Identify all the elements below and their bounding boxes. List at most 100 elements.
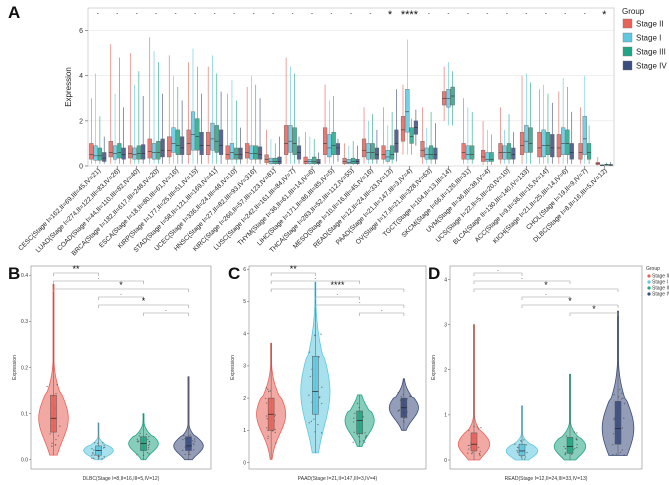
significance-bracket	[143, 312, 189, 316]
box-iqr	[537, 131, 542, 158]
jitter-point	[469, 444, 471, 447]
box-iqr	[370, 143, 375, 160]
box-iqr	[366, 143, 371, 160]
jitter-point	[148, 443, 151, 445]
ytick-label: 0.1	[21, 411, 28, 417]
bracket-ns-label: -	[545, 292, 547, 298]
panel-xlabel: DLBC(Stage I=8,II=16,III=5,IV=12)	[83, 476, 160, 482]
box-iqr	[342, 157, 347, 164]
jitter-point	[184, 453, 186, 456]
jitter-point	[467, 448, 470, 450]
jitter-point	[148, 441, 151, 443]
significance-bracket	[98, 304, 189, 308]
significance-label: -	[311, 11, 313, 17]
jitter-point	[353, 417, 355, 419]
ytick-label: 4	[243, 331, 246, 337]
jitter-point	[189, 434, 191, 436]
box-iqr	[112, 145, 118, 160]
jitter-point	[352, 441, 354, 444]
jitter-point	[621, 427, 624, 429]
box-iqr	[225, 145, 230, 160]
box-iqr	[511, 147, 516, 160]
bracket-ns-label: -	[497, 268, 499, 274]
bracket-label: **	[290, 264, 298, 274]
box-iqr	[561, 127, 566, 155]
box-iqr	[257, 146, 263, 160]
jitter-point	[97, 442, 99, 445]
inner-box	[470, 432, 478, 452]
panel-a-ylabel: Expression	[64, 67, 73, 107]
jitter-point	[320, 333, 322, 335]
jitter-point	[354, 412, 356, 415]
jitter-point	[613, 417, 615, 419]
box-iqr	[284, 125, 289, 155]
significance-label: -	[447, 11, 449, 17]
panel-d-label: D	[428, 264, 440, 283]
box-iqr	[229, 143, 235, 160]
jitter-point	[320, 402, 323, 405]
significance-label: -	[194, 11, 196, 17]
box-iqr	[245, 143, 250, 159]
jitter-point	[148, 453, 150, 455]
jitter-point	[525, 444, 528, 446]
ytick-label: 4	[444, 277, 447, 283]
box-iqr	[346, 159, 351, 164]
jitter-point	[615, 453, 618, 455]
jitter-point	[397, 391, 399, 394]
jitter-point	[576, 443, 578, 446]
significance-label: -	[584, 11, 586, 17]
panel-ylabel: Expression	[431, 355, 437, 380]
jitter-point	[313, 418, 315, 420]
jitter-point	[516, 446, 519, 449]
significance-label: *	[602, 9, 607, 21]
box-iqr	[132, 147, 137, 160]
jitter-point	[613, 393, 615, 396]
jitter-point	[524, 456, 527, 458]
box-iqr	[582, 116, 587, 155]
significance-label: -	[525, 11, 527, 17]
jitter-point	[46, 385, 48, 388]
panel-xlabel: READ(Stage I=12,II=24,III=33,IV=13)	[505, 476, 588, 482]
significance-label: ****	[401, 9, 419, 21]
jitter-point	[356, 402, 359, 405]
box-iqr	[578, 143, 583, 160]
jitter-point	[523, 439, 525, 441]
panel-ylabel: Expression	[12, 355, 18, 380]
box-iqr	[277, 156, 282, 164]
inner-box	[185, 436, 192, 451]
jitter-point	[619, 451, 622, 454]
significance-label: -	[506, 11, 508, 17]
box-iqr	[234, 147, 239, 160]
jitter-point	[56, 383, 58, 386]
box-iqr	[312, 156, 317, 164]
box-iqr	[199, 131, 204, 155]
jitter-point	[516, 451, 519, 453]
jitter-point	[266, 427, 268, 429]
ytick-label: 5	[243, 299, 246, 305]
jitter-point	[364, 437, 367, 439]
significance-bracket	[521, 304, 619, 308]
panel-c-label: C	[228, 264, 240, 283]
box-iqr	[424, 147, 429, 160]
inner-box	[518, 443, 526, 456]
legend-d-title: Group	[646, 266, 660, 272]
jitter-point	[265, 387, 268, 389]
box-iqr	[89, 143, 94, 160]
bracket-label: ****	[330, 280, 345, 290]
box-iqr	[519, 131, 525, 155]
jitter-point	[138, 435, 141, 437]
jitter-point	[193, 438, 196, 440]
significance-label: -	[155, 11, 157, 17]
jitter-point	[576, 446, 578, 449]
legend-d-swatch	[647, 280, 651, 284]
jitter-point	[575, 438, 578, 441]
ytick-label: 0	[243, 460, 246, 466]
box-iqr	[136, 145, 141, 160]
jitter-point	[275, 442, 277, 444]
significance-label: -	[428, 11, 430, 17]
jitter-point	[575, 437, 578, 439]
jitter-point	[93, 454, 96, 456]
box-iqr	[409, 127, 414, 144]
legend-a-swatch	[622, 32, 633, 43]
